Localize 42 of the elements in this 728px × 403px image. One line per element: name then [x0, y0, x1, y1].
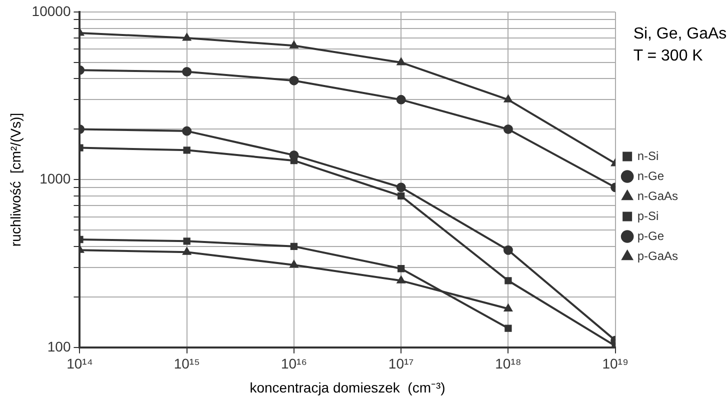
point [504, 324, 512, 332]
x-tick-label: 10¹⁴ [66, 356, 93, 372]
point [182, 247, 192, 255]
point [398, 192, 405, 200]
x-tick-label: 10¹⁷ [388, 356, 414, 372]
x-tick-label: 10¹⁹ [602, 356, 628, 372]
x-tick-label: 10¹⁸ [495, 356, 522, 372]
point [504, 94, 512, 102]
point [396, 276, 406, 284]
legend-label: p-Ge [637, 228, 664, 243]
legend-label: n-Si [637, 148, 659, 163]
point [289, 76, 299, 86]
point [290, 260, 298, 268]
point [182, 126, 192, 136]
point [504, 277, 512, 284]
y-tick-label: 100 [47, 338, 71, 354]
point [182, 67, 192, 77]
x-tick-label: 10¹⁵ [174, 356, 200, 372]
y-axis-title: ruchliwość [cm²/(Vs)] [7, 112, 24, 247]
point [183, 146, 190, 154]
text: Si, Ge, GaAs [633, 25, 727, 42]
legend-label: p-GaAs [637, 248, 678, 263]
legend-label: n-Ge [637, 168, 664, 183]
text: T = 300 K [633, 47, 704, 64]
point [290, 242, 298, 250]
legend-label: n-GaAs [637, 188, 678, 203]
point [290, 157, 298, 164]
point [503, 124, 513, 134]
x-tick-label: 10¹⁶ [280, 356, 307, 372]
y-tick-label: 1000 [40, 170, 71, 187]
x-axis-title: koncentracja domieszek (cm⁻³) [250, 379, 446, 396]
legend-label: p-Si [637, 208, 659, 223]
point [503, 245, 513, 255]
point [504, 304, 512, 312]
point [290, 40, 298, 48]
point [182, 33, 192, 41]
point [183, 238, 190, 245]
point [396, 182, 406, 192]
point [396, 58, 406, 66]
y-tick-label: 10000 [32, 2, 71, 19]
point [396, 94, 406, 104]
point [398, 265, 405, 272]
